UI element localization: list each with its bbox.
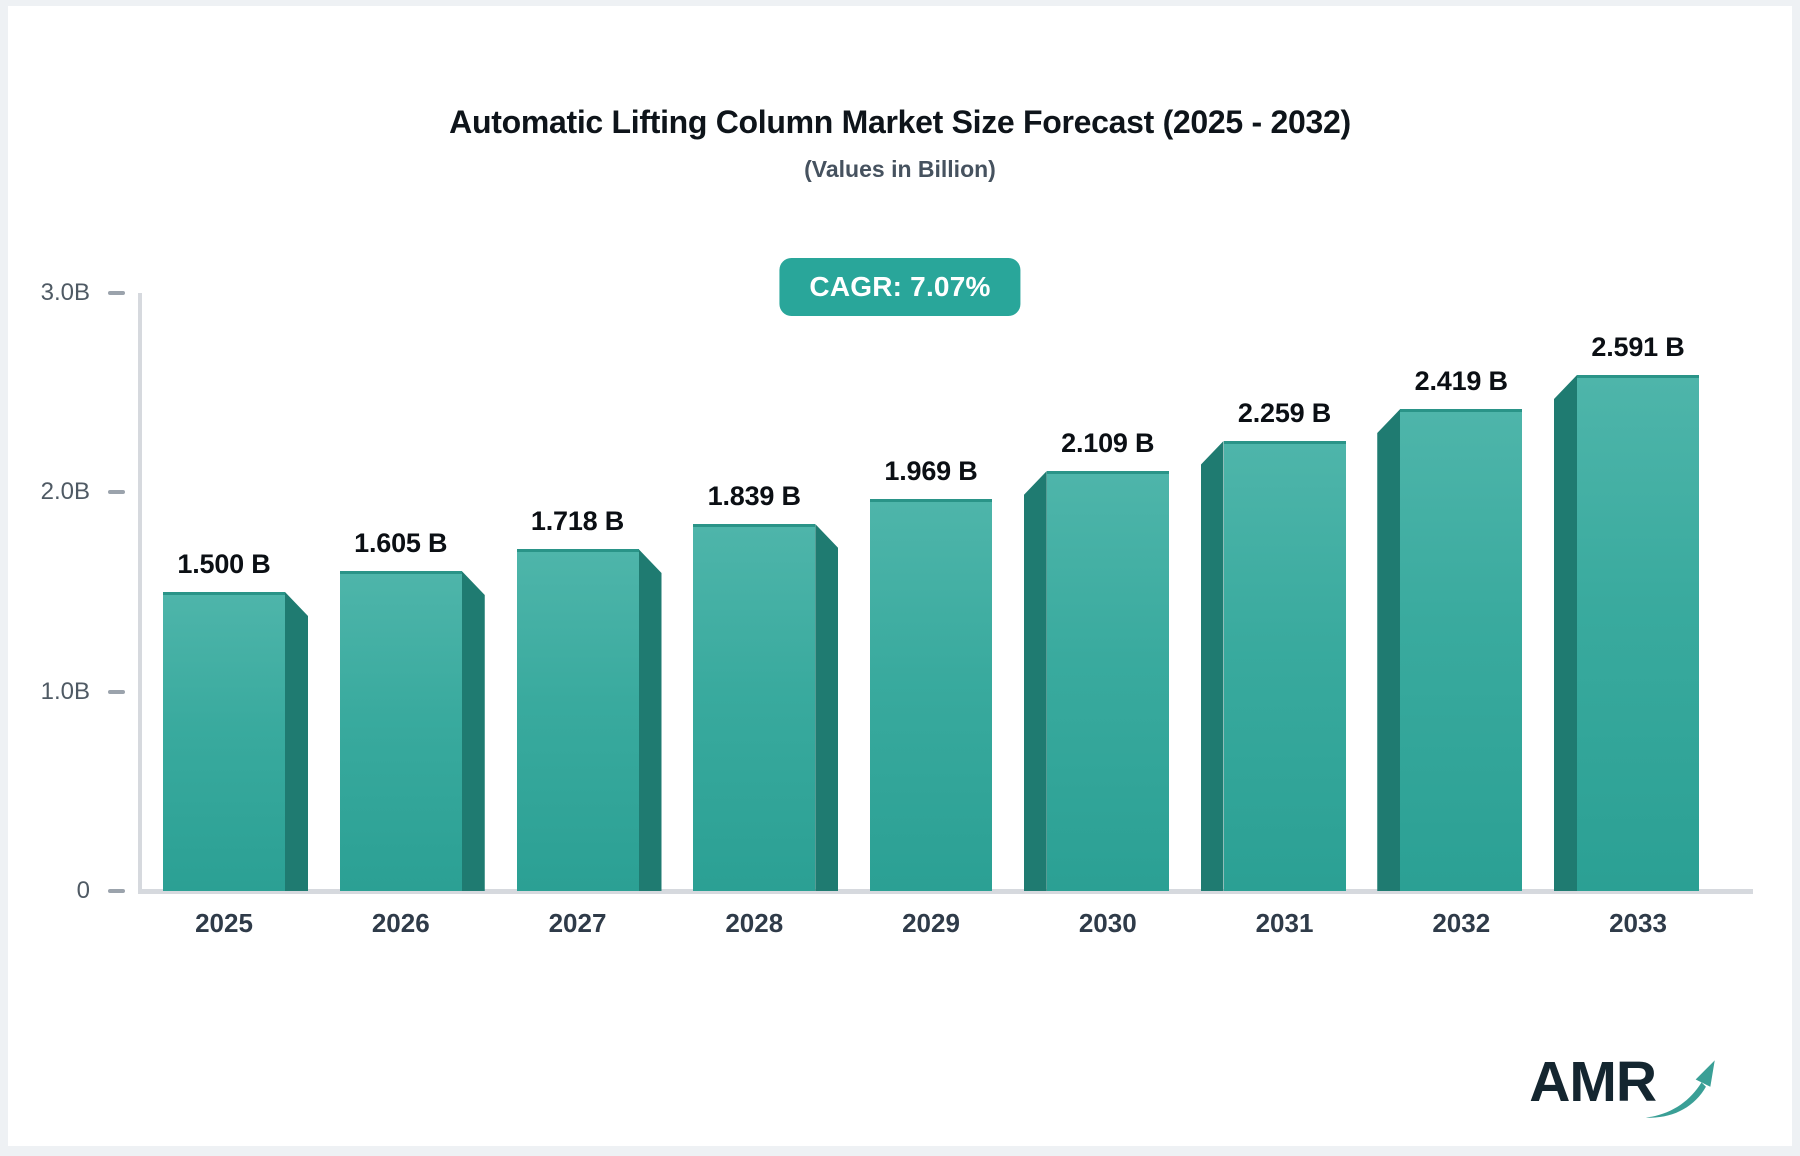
bar-side-shadow xyxy=(815,524,839,891)
chart-subtitle: (Values in Billion) xyxy=(804,156,996,182)
amr-logo-text: AMR xyxy=(1529,1050,1657,1114)
bar-2031 xyxy=(1223,441,1346,891)
bar-2032 xyxy=(1400,409,1523,891)
bar-2033 xyxy=(1577,375,1699,891)
bar-value-label: 2.109 B xyxy=(1061,428,1155,458)
chart-title: Automatic Lifting Column Market Size For… xyxy=(449,104,1351,140)
x-tick-label: 2028 xyxy=(725,908,784,938)
bar-value-label: 1.839 B xyxy=(707,481,801,511)
bar-side-shadow xyxy=(461,571,485,891)
x-tick-label: 2030 xyxy=(1078,908,1137,938)
bar-value-label: 1.718 B xyxy=(530,506,625,536)
bar-side-shadow xyxy=(1023,471,1047,891)
y-tick-dash xyxy=(108,689,125,694)
bar-2025 xyxy=(163,592,285,891)
cagr-badge: CAGR: 7.07% xyxy=(779,258,1021,316)
bar-side-shadow xyxy=(1200,441,1224,891)
y-tick-label: 0 xyxy=(76,877,90,904)
x-tick-label: 2025 xyxy=(195,908,253,938)
bar-side-shadow xyxy=(1554,375,1577,891)
bar-side-shadow xyxy=(638,549,662,891)
bar-value-label: 1.969 B xyxy=(884,456,978,486)
bar-chart: 3.0B 2.0B 1.0B 0 1.500 B 1.605 B 1.718 B 1.839… xyxy=(8,256,1800,956)
y-tick-label: 3.0B xyxy=(40,279,90,306)
bar-value-label: 2.419 B xyxy=(1414,366,1508,396)
bars-layer: 1.500 B 1.605 B 1.718 B 1.839 B 1.969 B 2.109… xyxy=(8,256,1800,891)
y-tick-dash xyxy=(108,291,125,295)
x-axis-line xyxy=(138,889,1753,894)
bar-2029 xyxy=(870,499,992,891)
chart-card: Automatic Lifting Column Market Size For… xyxy=(8,6,1792,1146)
y-axis-line xyxy=(138,293,142,894)
bar-value-label: 2.591 B xyxy=(1591,332,1685,362)
amr-logo: AMR xyxy=(1529,1054,1718,1122)
bar-2026 xyxy=(339,571,462,891)
bar-value-label: 1.500 B xyxy=(177,549,271,579)
bar-side-shadow xyxy=(1377,409,1401,891)
bar-value-label: 1.605 B xyxy=(354,528,448,558)
x-tick-label: 2029 xyxy=(902,908,960,938)
bar-2030 xyxy=(1046,471,1169,891)
bar-side-shadow xyxy=(285,592,308,891)
bar-2028 xyxy=(693,524,816,891)
bar-2027 xyxy=(516,549,639,891)
y-tick-dash xyxy=(108,889,125,893)
x-tick-label: 2032 xyxy=(1432,908,1491,938)
y-tick-label: 2.0B xyxy=(40,478,90,506)
growth-arrow-icon xyxy=(1645,1060,1715,1118)
bar-value-label: 2.259 B xyxy=(1237,398,1332,428)
y-tick-dash xyxy=(108,490,125,495)
x-tick-label: 2027 xyxy=(548,908,607,938)
x-tick-label: 2031 xyxy=(1255,908,1314,938)
y-tick-label: 1.0B xyxy=(40,677,90,705)
x-tick-label: 2026 xyxy=(371,908,430,938)
x-tick-label: 2033 xyxy=(1609,908,1667,938)
